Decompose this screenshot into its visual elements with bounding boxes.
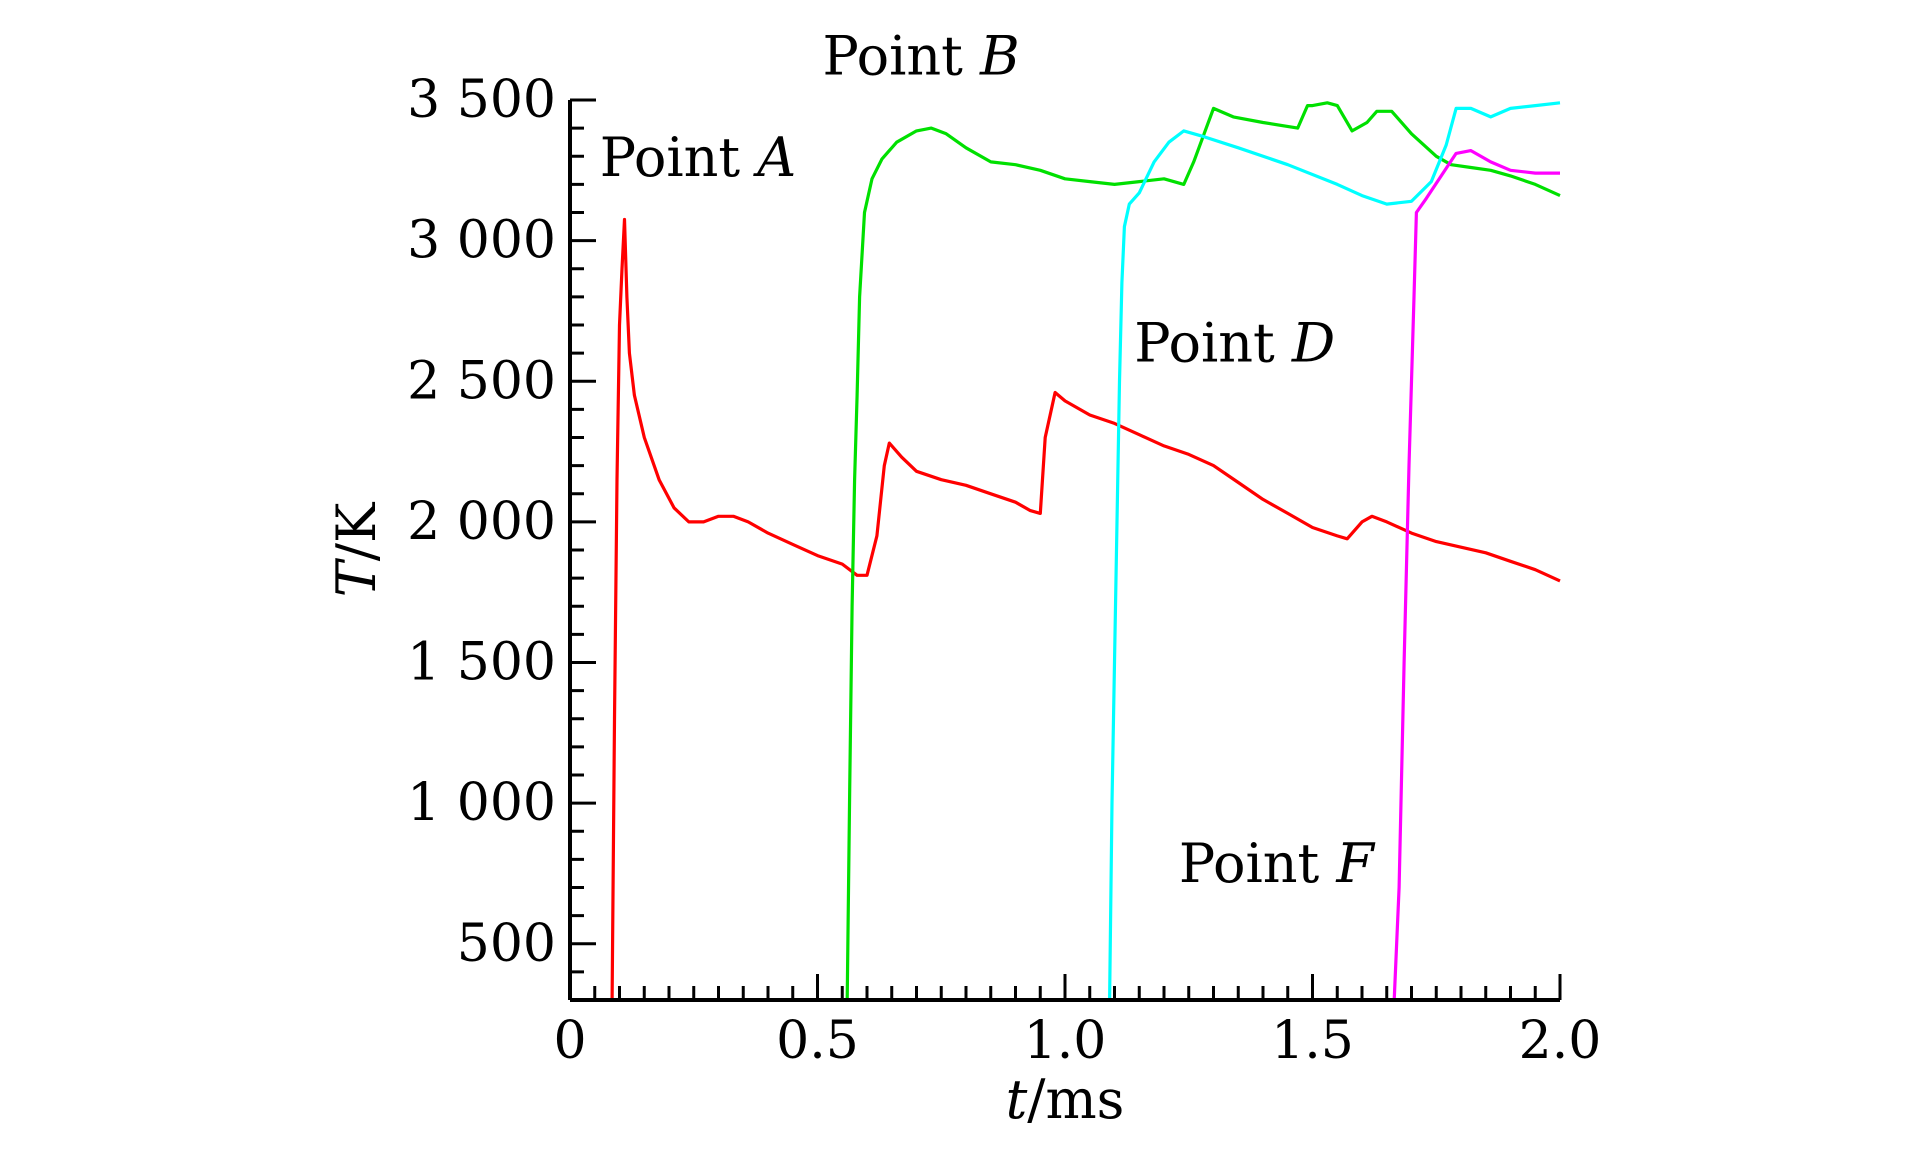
x-tick-label: 0.5 — [776, 1011, 859, 1071]
series-label-f: Point F — [1179, 832, 1377, 895]
x-axis-title: t/ms — [1006, 1068, 1125, 1131]
y-tick-label: 3 000 — [407, 211, 556, 271]
x-tick-label: 0 — [553, 1011, 586, 1071]
x-tick-label: 2.0 — [1519, 1011, 1602, 1071]
series-label-a: Point A — [600, 126, 797, 189]
y-axis-unit: /K — [325, 501, 388, 561]
y-tick-label: 3 500 — [407, 70, 556, 130]
series-label-d: Point D — [1134, 312, 1335, 375]
series-label-letter: A — [752, 126, 796, 189]
y-tick-label: 2 500 — [407, 351, 556, 411]
y-tick-label: 2 000 — [407, 492, 556, 552]
x-axis-unit: /ms — [1027, 1068, 1124, 1131]
series-line-f — [1392, 149, 1560, 1001]
y-tick-label: 500 — [457, 914, 556, 974]
series-label-prefix: Point — [600, 126, 758, 189]
series-label-b: Point B — [822, 25, 1019, 88]
series-label-prefix: Point — [1179, 832, 1337, 895]
x-axis-var: t — [1006, 1068, 1028, 1131]
series-line-d — [1108, 101, 1561, 1001]
y-axis-title: T/K — [325, 501, 388, 597]
series-label-letter: F — [1335, 832, 1376, 895]
series-label-letter: B — [979, 25, 1020, 88]
series-layer — [610, 101, 1561, 1001]
x-tick-label: 1.5 — [1271, 1011, 1354, 1071]
series-line-b — [845, 101, 1561, 1001]
y-axis-var: T — [325, 557, 388, 597]
y-tick-label: 1 500 — [407, 633, 556, 693]
series-line-a — [610, 217, 1561, 1001]
series-label-prefix: Point — [1134, 312, 1292, 375]
y-tick-label: 1 000 — [407, 773, 556, 833]
series-label-letter: D — [1291, 312, 1335, 375]
axes-layer: 0 0.5 1.0 1.5 2.0 500 1 000 1 500 2 000 2 500 3 00… — [407, 70, 1601, 1071]
series-label-prefix: Point — [822, 25, 980, 88]
x-tick-label: 1.0 — [1024, 1011, 1107, 1071]
